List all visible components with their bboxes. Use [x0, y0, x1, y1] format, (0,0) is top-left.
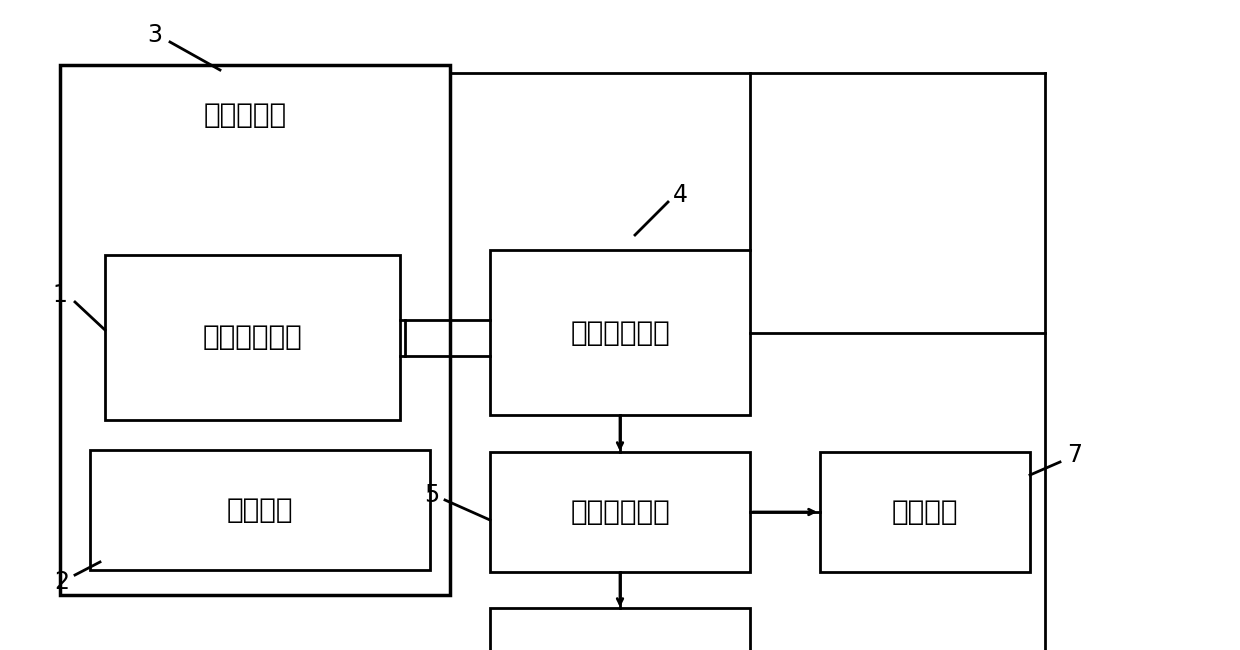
Text: 信号调理模块: 信号调理模块	[570, 498, 670, 526]
Text: 磁场传感元件: 磁场传感元件	[202, 324, 303, 352]
Text: 3: 3	[148, 23, 162, 47]
Bar	[490, 608, 750, 650]
Text: 磁屏蔽模块: 磁屏蔽模块	[203, 101, 286, 129]
Text: 1: 1	[52, 283, 67, 307]
Text: 2: 2	[55, 570, 69, 594]
Text: 7: 7	[1068, 443, 1083, 467]
Text: 信号传输模块: 信号传输模块	[570, 318, 670, 346]
Text: 电源模块: 电源模块	[892, 498, 959, 526]
Text: 5: 5	[424, 483, 440, 507]
Bar	[490, 250, 750, 415]
Bar	[60, 65, 450, 595]
Bar	[91, 450, 430, 570]
Text: 固定模块: 固定模块	[227, 496, 293, 524]
Bar	[490, 452, 750, 572]
Bar	[105, 255, 401, 420]
Bar	[820, 452, 1030, 572]
Text: 4: 4	[672, 183, 687, 207]
